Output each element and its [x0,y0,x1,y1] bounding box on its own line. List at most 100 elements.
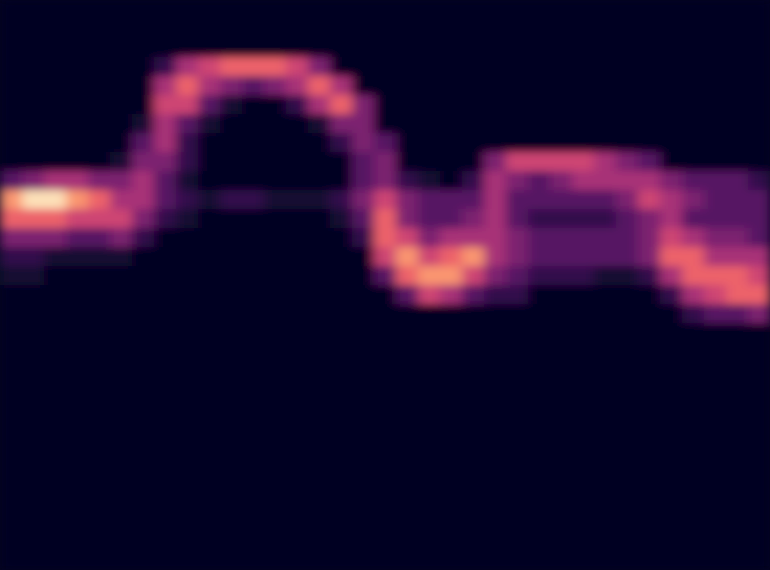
heat-cell [176,380,199,400]
heat-cell [220,494,243,514]
heat-cell [330,57,353,77]
heat-cell [44,532,67,552]
heat-cell [220,437,243,457]
heat-cell [440,76,463,96]
heat-cell [110,456,133,476]
heat-cell [396,399,419,419]
heat-cell [0,133,23,153]
heat-cell [748,266,770,286]
heat-cell [550,57,573,77]
heat-cell [726,513,749,533]
heat-cell [550,437,573,457]
heat-cell [616,152,639,172]
heat-cell [66,171,89,191]
heat-cell [132,76,155,96]
heat-cell [198,95,221,115]
heat-cell [66,418,89,438]
heat-cell [0,247,23,267]
heat-cell [308,399,331,419]
heat-cell [0,361,23,381]
heat-cell [462,228,485,248]
heat-cell [616,190,639,210]
heat-cell [352,342,375,362]
heat-cell [440,399,463,419]
heat-cell [352,76,375,96]
heat-cell [748,247,770,267]
heat-cell [286,228,309,248]
heat-cell [396,437,419,457]
heat-cell [616,513,639,533]
heat-cell [286,171,309,191]
heat-cell [66,133,89,153]
heat-cell [330,380,353,400]
heat-cell [594,551,617,570]
heat-cell [550,342,573,362]
heat-cell [66,342,89,362]
heat-cell [132,266,155,286]
heat-cell [682,475,705,495]
heat-cell [132,285,155,305]
heat-cell [418,304,441,324]
heat-cell [484,247,507,267]
heat-cell [748,57,770,77]
heat-cell [726,399,749,419]
heat-cell [418,513,441,533]
heat-cell [132,19,155,39]
heat-cell [308,76,331,96]
heat-cell [66,551,89,570]
heat-cell [638,494,661,514]
heat-cell [704,0,727,20]
heat-cell [660,304,683,324]
heat-cell [484,380,507,400]
heat-cell [418,38,441,58]
heat-cell [616,247,639,267]
heat-cell [264,171,287,191]
heat-cell [682,418,705,438]
heat-cell [528,0,551,20]
heat-cell [660,399,683,419]
heat-cell [418,76,441,96]
heat-cell [308,418,331,438]
heat-cell [110,247,133,267]
heat-cell [308,266,331,286]
heat-cell [154,380,177,400]
heat-cell [484,418,507,438]
heat-cell [242,494,265,514]
heat-cell [198,551,221,570]
heat-cell [528,114,551,134]
heat-cell [264,399,287,419]
heat-cell [22,171,45,191]
heat-cell [286,152,309,172]
heat-cell [110,513,133,533]
heat-cell [550,380,573,400]
heat-cell [264,494,287,514]
heat-cell [418,209,441,229]
heat-cell [44,342,67,362]
heat-cell [418,551,441,570]
heat-cell [572,456,595,476]
heat-cell [154,285,177,305]
heat-cell [572,323,595,343]
heat-cell [682,361,705,381]
heat-cell [748,342,770,362]
heat-cell [198,266,221,286]
heat-cell [638,171,661,191]
heat-cell [528,247,551,267]
heat-cell [44,323,67,343]
heat-cell [198,76,221,96]
heat-cell [308,361,331,381]
heat-cell [572,399,595,419]
heat-cell [594,247,617,267]
cells [0,0,770,570]
heat-cell [660,133,683,153]
heat-cell [0,323,23,343]
heat-cell [22,494,45,514]
heat-cell [616,456,639,476]
heat-cell [66,304,89,324]
heat-cell [682,532,705,552]
heat-cell [264,0,287,20]
heat-cell [462,551,485,570]
heat-cell [154,418,177,438]
heat-cell [286,38,309,58]
heat-cell [638,190,661,210]
